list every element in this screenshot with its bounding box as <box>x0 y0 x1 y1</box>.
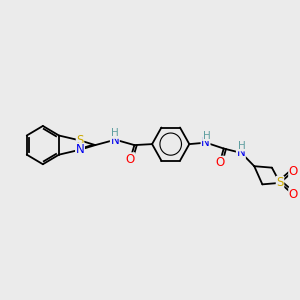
Text: N: N <box>236 146 245 159</box>
Text: O: O <box>289 165 298 178</box>
Text: N: N <box>110 134 119 147</box>
Text: H: H <box>202 130 210 141</box>
Text: O: O <box>289 188 298 201</box>
Text: N: N <box>76 143 84 156</box>
Text: N: N <box>201 136 210 148</box>
Text: S: S <box>276 176 284 189</box>
Text: H: H <box>238 141 246 151</box>
Text: H: H <box>112 128 119 138</box>
Text: O: O <box>125 153 135 166</box>
Text: S: S <box>76 134 84 147</box>
Text: O: O <box>215 156 224 169</box>
